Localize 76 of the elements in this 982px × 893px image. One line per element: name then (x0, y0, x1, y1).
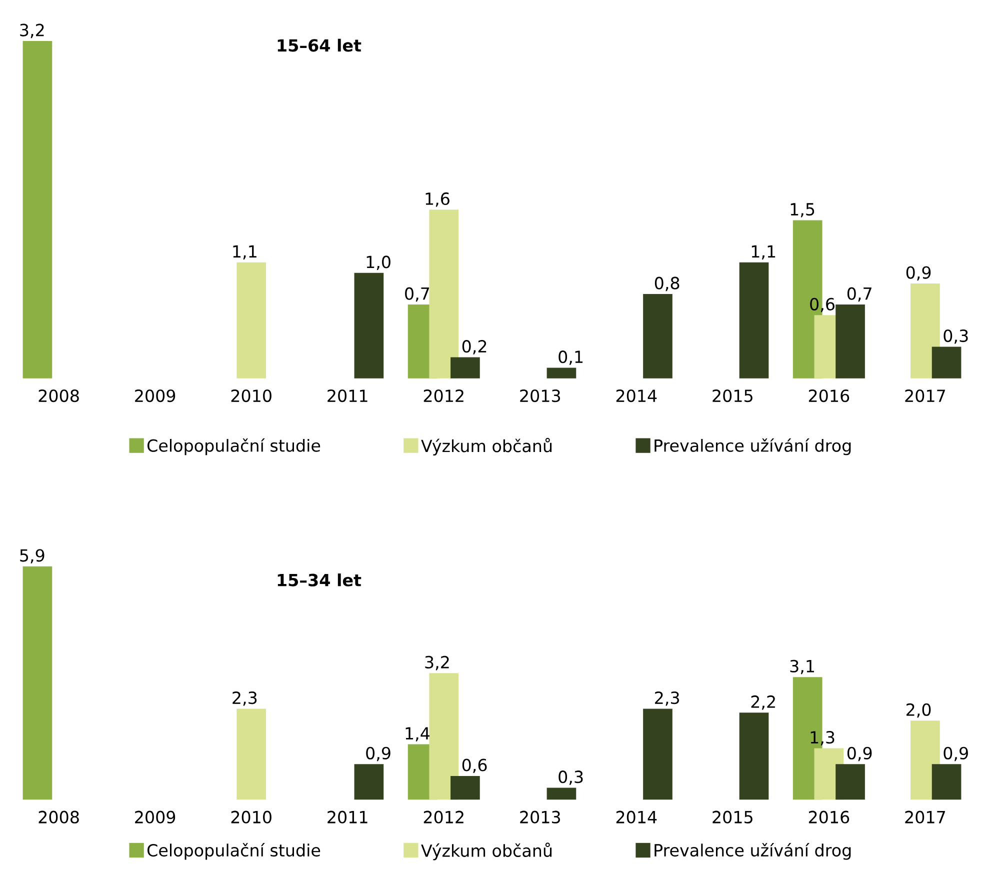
data-label: 3,1 (790, 660, 814, 674)
x-tick-label: 2011 (328, 389, 368, 402)
legend-label: Prevalence užívání drog (654, 438, 851, 456)
x-tick-label: 2010 (231, 389, 272, 402)
data-label: 1,5 (790, 203, 814, 218)
data-label: 5,9 (20, 549, 44, 564)
bar (836, 304, 865, 378)
x-tick-label: 2014 (616, 389, 657, 402)
legend-label: Celopopulační studie (148, 438, 320, 456)
data-label: 0,9 (366, 746, 390, 762)
bar (932, 764, 962, 800)
chart-title: 15–34 let (278, 573, 362, 586)
x-tick-label: 2012 (424, 810, 464, 824)
bar (22, 40, 52, 378)
x-tick-label: 2010 (231, 810, 272, 824)
data-label: 2,3 (232, 691, 257, 706)
x-tick-label: 2009 (135, 810, 176, 824)
bar (22, 566, 52, 800)
data-label: 0,9 (847, 746, 872, 762)
data-label: 2,3 (655, 691, 679, 706)
bar (739, 262, 769, 378)
legend-label: Výzkum občanů (421, 438, 552, 456)
data-label: 0,3 (558, 770, 583, 785)
x-tick-label: 2015 (712, 389, 752, 402)
bar (429, 210, 459, 378)
data-label: 3,2 (20, 24, 44, 38)
legend-label: Celopopulační studie (148, 843, 320, 860)
data-label: 0,6 (462, 758, 487, 774)
bar (932, 346, 962, 378)
x-tick-label: 2012 (424, 389, 464, 402)
x-tick-label: 2017 (905, 810, 945, 824)
bar (910, 283, 940, 378)
x-tick-label: 2013 (520, 810, 560, 824)
x-tick-label: 2011 (328, 810, 368, 824)
data-label: 0,9 (906, 266, 931, 281)
data-label: 0,7 (847, 287, 872, 302)
data-label: 1,4 (406, 727, 430, 742)
data-label: 0,7 (405, 287, 430, 302)
legend-label: Výzkum občanů (421, 842, 552, 860)
data-label: 0,2 (462, 340, 486, 354)
bar (236, 262, 266, 378)
data-label: 0,6 (810, 298, 834, 312)
data-label: 2,0 (906, 703, 931, 718)
data-label: 0,1 (558, 350, 583, 365)
bar (450, 776, 480, 800)
legend-label: Prevalence užívání drog (654, 843, 851, 860)
data-label: 1,1 (233, 245, 256, 260)
bar (836, 764, 865, 800)
data-label: 0,8 (654, 276, 680, 292)
x-tick-label: 2014 (616, 810, 657, 824)
x-tick-label: 2008 (38, 810, 79, 824)
bar (429, 673, 459, 800)
bar (546, 368, 576, 378)
x-tick-label: 2016 (808, 389, 850, 402)
bar (643, 294, 672, 378)
x-tick-label: 2013 (520, 389, 560, 402)
x-tick-label: 2017 (905, 389, 945, 402)
x-tick-label: 2008 (38, 389, 79, 402)
data-label: 0,3 (944, 329, 968, 344)
bar (739, 712, 769, 800)
x-tick-label: 2016 (808, 810, 850, 824)
bar (236, 708, 266, 800)
data-label: 1,0 (366, 256, 390, 270)
x-tick-label: 2015 (712, 810, 752, 824)
data-label: 0,9 (944, 746, 968, 762)
data-label: 2,2 (751, 695, 775, 710)
bar (450, 357, 480, 378)
bar (643, 708, 672, 800)
bar (354, 764, 384, 800)
data-label: 1,6 (426, 192, 450, 207)
bar (546, 788, 576, 800)
data-label: 1,1 (752, 245, 776, 260)
bar (354, 272, 384, 378)
chart-title: 15–64 let (278, 38, 362, 52)
x-tick-label: 2009 (135, 389, 176, 402)
data-label: 3,2 (425, 656, 449, 670)
